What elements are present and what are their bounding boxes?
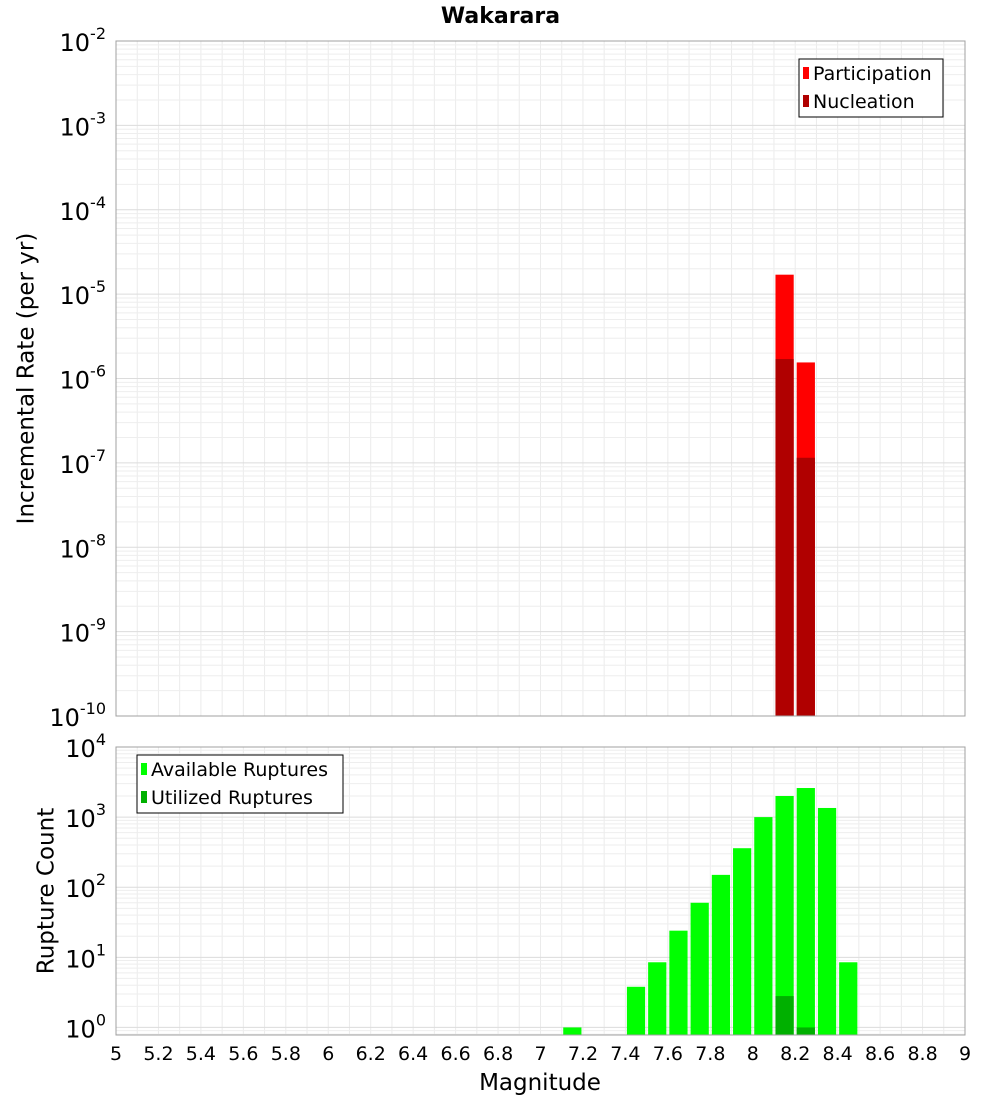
y-tick-label: 10-2	[60, 24, 107, 57]
bar-primary	[626, 986, 646, 1035]
x-tick-label: 7.2	[568, 1043, 598, 1065]
x-tick-label: 5	[110, 1043, 122, 1065]
y-tick-label: 102	[65, 870, 106, 903]
legend-swatch	[141, 791, 147, 803]
x-tick-label: 6.6	[440, 1043, 470, 1065]
y-tick-label: 10-5	[60, 277, 107, 310]
legend-swatch	[803, 95, 809, 107]
legend-label: Utilized Ruptures	[151, 787, 313, 809]
chart-panel-1: 10-2 10-3 10-4 10-5 10-6 10-7 10-8 10-9 10-10 Inc…	[14, 4, 966, 732]
legend-box	[136, 754, 344, 814]
x-tick-label: 5.6	[228, 1043, 258, 1065]
legend-box	[798, 58, 944, 118]
y-axis-label: Incremental Rate (per yr)	[14, 233, 40, 525]
y-tick-label: 10-10	[49, 699, 106, 732]
bar-primary	[796, 788, 815, 1035]
bar-primary	[690, 902, 709, 1035]
x-tick-label: 8	[747, 1043, 759, 1065]
y-tick-label: 10-8	[60, 530, 107, 563]
chart-panel-2: 104 103 102 101 100 Rupture Count 5 5.2 5.4 5.6 5.…	[34, 730, 972, 1096]
y-tick-label: 101	[65, 940, 106, 973]
y-tick-label: 103	[65, 800, 106, 833]
y-tick-label: 10-7	[60, 446, 107, 479]
bar-primary	[648, 962, 667, 1035]
bar-primary	[754, 817, 773, 1035]
x-tick-label: 7	[534, 1043, 546, 1065]
legend-label: Participation	[813, 63, 932, 85]
bar-secondary	[796, 457, 815, 716]
legend-swatch	[141, 763, 147, 775]
bar-primary	[711, 874, 731, 1035]
y-tick-label: 10-9	[60, 615, 107, 648]
y-tick-label: 10-6	[60, 362, 107, 395]
bar-secondary	[796, 1027, 815, 1035]
bar-secondary	[775, 359, 794, 716]
bar-secondary	[775, 996, 794, 1035]
x-tick-label: 5.2	[143, 1043, 173, 1065]
x-tick-label: 9	[959, 1043, 971, 1065]
legend: Participation Nucleation	[798, 58, 944, 118]
y-tick-label: 104	[65, 730, 106, 763]
x-tick-label: 8.2	[780, 1043, 810, 1065]
bar-primary	[563, 1027, 582, 1035]
plot-frame	[115, 40, 966, 717]
y-tick-label: 10-3	[60, 108, 107, 141]
x-tick-label: 6	[322, 1043, 334, 1065]
bar-primary	[775, 796, 794, 1035]
bar-primary	[817, 807, 837, 1035]
legend: Available Ruptures Utilized Ruptures	[136, 754, 344, 814]
legend-swatch	[803, 67, 809, 79]
x-tick-label: 6.8	[483, 1043, 513, 1065]
x-tick-label: 8.8	[907, 1043, 937, 1065]
bar-primary	[839, 962, 858, 1035]
y-tick-label: 100	[65, 1010, 106, 1043]
x-tick-label: 7.8	[695, 1043, 725, 1065]
x-tick-label: 5.8	[271, 1043, 301, 1065]
x-tick-label: 6.2	[356, 1043, 386, 1065]
legend-label: Nucleation	[813, 91, 915, 113]
x-tick-label: 7.4	[610, 1043, 640, 1065]
x-tick-label: 5.4	[186, 1043, 216, 1065]
y-axis-label: Rupture Count	[34, 808, 60, 974]
plot-frame	[115, 746, 966, 1036]
chart-title: Wakarara	[441, 4, 560, 29]
x-tick-label: 7.6	[653, 1043, 683, 1065]
x-tick-label: 8.6	[865, 1043, 895, 1065]
x-tick-label: 6.4	[398, 1043, 428, 1065]
x-tick-label: 8.4	[823, 1043, 853, 1065]
x-axis-label: Magnitude	[479, 1070, 601, 1096]
legend-label: Available Ruptures	[151, 759, 328, 781]
y-tick-label: 10-4	[60, 193, 107, 226]
bar-primary	[733, 848, 752, 1035]
bar-primary	[669, 930, 688, 1035]
